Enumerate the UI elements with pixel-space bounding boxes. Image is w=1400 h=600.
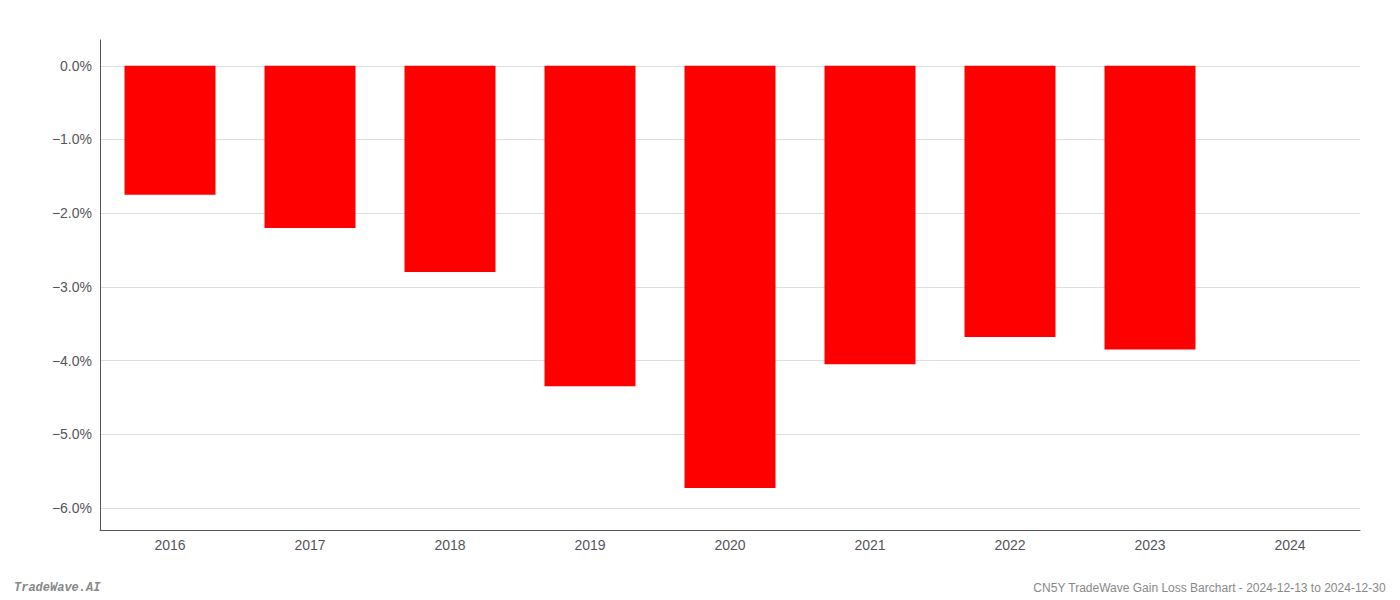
svg-text:2023: 2023 [1134,537,1165,553]
svg-text:2019: 2019 [574,537,605,553]
svg-text:2016: 2016 [154,537,185,553]
svg-text:2021: 2021 [854,537,885,553]
svg-text:TradeWave.AI: TradeWave.AI [14,581,101,595]
svg-text:−2.0%: −2.0% [52,205,92,221]
svg-text:−1.0%: −1.0% [52,131,92,147]
svg-text:2018: 2018 [434,537,465,553]
svg-text:−6.0%: −6.0% [52,500,92,516]
svg-text:2024: 2024 [1274,537,1305,553]
svg-text:2017: 2017 [294,537,325,553]
svg-text:0.0%: 0.0% [60,58,92,74]
svg-text:2022: 2022 [994,537,1025,553]
svg-text:−5.0%: −5.0% [52,426,92,442]
svg-text:−4.0%: −4.0% [52,353,92,369]
svg-text:CN5Y TradeWave Gain Loss Barch: CN5Y TradeWave Gain Loss Barchart - 2024… [1033,581,1386,595]
svg-text:−3.0%: −3.0% [52,279,92,295]
svg-text:2020: 2020 [714,537,745,553]
